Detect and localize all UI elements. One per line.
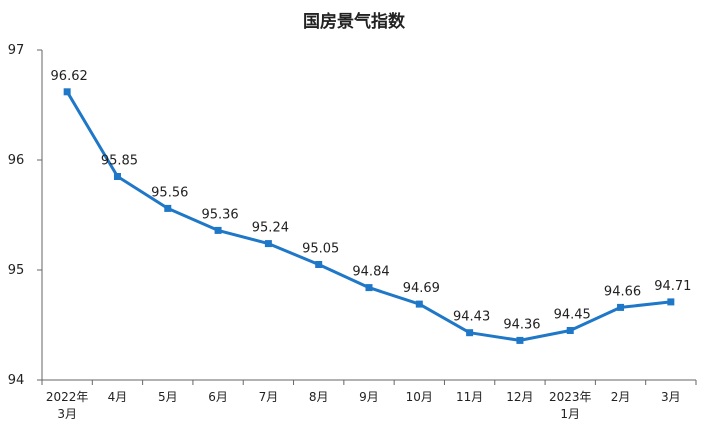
data-point [415, 300, 423, 308]
x-tick-label: 12月 [506, 390, 533, 404]
data-label: 95.24 [252, 221, 289, 236]
x-tick-label: 7月 [259, 390, 279, 404]
data-label: 96.62 [51, 69, 88, 84]
y-tick-label: 94 [8, 373, 25, 388]
data-point [667, 298, 675, 306]
x-axis-ticks: 2022年 3月 4月 5月 6月 7月 8月 9月 10月 11月 12月 2023年 1月 2月 3月 [41, 380, 697, 421]
data-label: 94.84 [352, 265, 389, 280]
data-point [566, 327, 574, 334]
data-point [63, 88, 71, 96]
x-tick-label: 3月 [57, 407, 77, 421]
x-tick-label: 11月 [456, 390, 483, 404]
series-layer [63, 88, 675, 344]
data-point [365, 284, 373, 292]
data-label: 94.66 [604, 284, 641, 299]
data-label: 95.05 [302, 242, 339, 257]
data-label: 95.85 [101, 154, 138, 169]
data-label: 94.36 [503, 317, 540, 332]
chart-title: 国房景气指数 [303, 11, 406, 32]
data-label: 94.69 [403, 281, 440, 296]
x-tick-label: 4月 [108, 390, 128, 404]
x-tick-label: 2月 [611, 390, 631, 404]
data-label: 94.43 [453, 310, 490, 325]
data-point [516, 336, 524, 344]
x-tick-label: 9月 [359, 390, 379, 404]
data-point [164, 204, 172, 212]
x-tick-label: 1月 [560, 407, 580, 421]
x-tick-label: 6月 [208, 390, 228, 404]
y-axis-ticks: 94 95 96 97 [8, 43, 42, 388]
series-line [65, 91, 671, 342]
data-label: 94.71 [654, 279, 691, 294]
x-tick-label: 8月 [309, 390, 329, 404]
data-point [466, 329, 474, 337]
data-label: 95.36 [201, 207, 238, 222]
data-labels: 96.62 95.85 95.56 95.36 95.24 95.05 94.84 94.69… [51, 69, 692, 333]
x-tick-label: 5月 [158, 390, 178, 404]
data-point [214, 226, 222, 234]
x-tick-label: 3月 [661, 390, 681, 404]
x-tick-label: 2022年 [46, 390, 89, 404]
data-point [315, 261, 323, 268]
x-tick-label: 10月 [406, 390, 433, 404]
data-label: 94.45 [554, 308, 591, 323]
y-tick-label: 96 [8, 153, 25, 168]
data-label: 95.56 [151, 185, 188, 200]
x-tick-label: 2023年 [549, 390, 592, 404]
data-point [264, 240, 272, 248]
data-point [113, 173, 121, 180]
y-tick-label: 97 [8, 43, 25, 58]
y-tick-label: 95 [8, 263, 25, 278]
data-point [617, 303, 625, 311]
